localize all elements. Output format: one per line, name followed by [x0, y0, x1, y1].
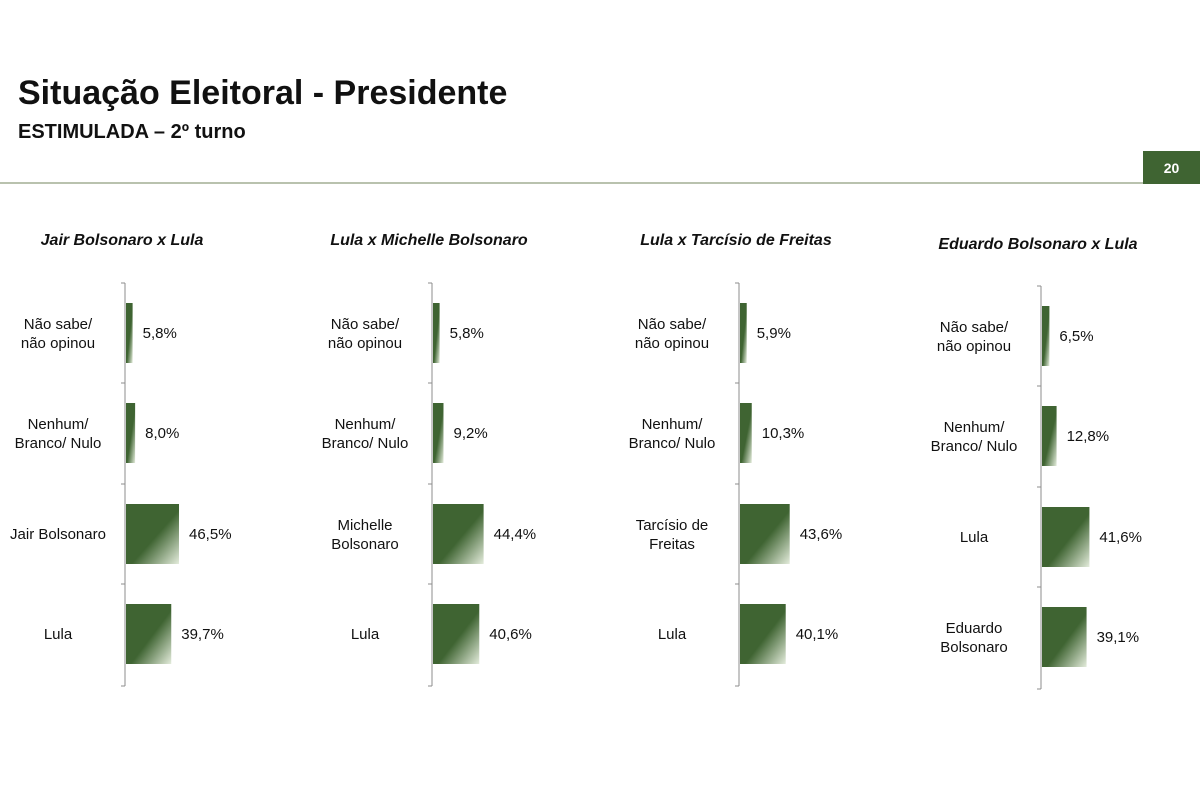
data-label: 44,4% [494, 526, 537, 543]
data-label: 39,1% [1097, 629, 1140, 646]
bar [433, 403, 444, 463]
bar [126, 504, 180, 564]
bar [126, 303, 133, 363]
chart-title: Lula x Tarcísio de Freitas [640, 232, 832, 249]
page-title: Situação Eleitoral - Presidente [18, 74, 508, 112]
bar [126, 403, 136, 463]
chart-svg: 5,9% Não sabe/não opinou 10,3% Nenhum/Branc… [629, 282, 843, 687]
bar [433, 504, 484, 564]
category-label: Eduardo Bolsonaro [940, 620, 1008, 656]
bar [740, 403, 752, 463]
category-label: Lula [44, 626, 73, 643]
bar [1042, 306, 1050, 366]
category-label: Lula [960, 529, 989, 546]
bar [1042, 507, 1090, 567]
bar [1042, 406, 1057, 466]
category-label: Nenhum/Branco/ Nulo [931, 419, 1018, 455]
category-label: Michelle Bolsonaro [331, 517, 399, 553]
header-divider [0, 182, 1143, 184]
data-label: 12,8% [1067, 428, 1110, 445]
category-label: Não sabe/não opinou [937, 319, 1011, 355]
bar [433, 303, 440, 363]
page-number-badge: 20 [1143, 151, 1200, 184]
data-label: 6,5% [1059, 328, 1093, 345]
bar [433, 604, 480, 664]
chart-panel-2: Lula x Michelle Bolsonaro 5,8% Não sabe/n… [309, 0, 609, 800]
data-label: 8,0% [145, 425, 179, 442]
chart-svg: 6,5% Não sabe/não opinou 12,8% Nenhum/Branc… [931, 285, 1142, 690]
bar [740, 303, 747, 363]
category-label: Não sabe/não opinou [21, 316, 95, 352]
category-label: Lula [658, 626, 687, 643]
bar [126, 604, 172, 664]
data-label: 39,7% [181, 626, 224, 643]
data-label: 43,6% [800, 526, 843, 543]
chart-title: Eduardo Bolsonaro x Lula [938, 236, 1138, 253]
bar [1042, 607, 1087, 667]
category-label: Jair Bolsonaro [10, 526, 106, 543]
data-label: 5,8% [143, 325, 177, 342]
chart-title: Jair Bolsonaro x Lula [40, 232, 204, 249]
data-label: 5,9% [757, 325, 791, 342]
category-label: Nenhum/Branco/ Nulo [629, 416, 716, 452]
category-label: Nenhum/Branco/ Nulo [322, 416, 409, 452]
data-label: 40,1% [796, 626, 839, 643]
data-label: 5,8% [450, 325, 484, 342]
chart-panel-4: Eduardo Bolsonaro x Lula 6,5% Não sabe/nã… [918, 0, 1200, 800]
category-label: Tarcísio de Freitas [636, 517, 709, 553]
category-label: Nenhum/Branco/ Nulo [15, 416, 102, 452]
page-subtitle: ESTIMULADA – 2º turno [18, 121, 246, 143]
data-label: 40,6% [489, 626, 532, 643]
bar [740, 504, 790, 564]
data-label: 46,5% [189, 526, 232, 543]
data-label: 9,2% [453, 425, 487, 442]
chart-svg: 5,8% Não sabe/não opinou 8,0% Nenhum/Branco… [10, 282, 232, 687]
data-label: 41,6% [1099, 529, 1142, 546]
chart-svg: 5,8% Não sabe/não opinou 9,2% Nenhum/Branco… [322, 282, 537, 687]
chart-title: Lula x Michelle Bolsonaro [330, 232, 528, 249]
bar [740, 604, 786, 664]
chart-panel-3: Lula x Tarcísio de Freitas 5,9% Não sabe/… [616, 0, 916, 800]
chart-panel-1: Jair Bolsonaro x Lula 5,8% Não sabe/não o… [2, 0, 302, 800]
category-label: Não sabe/não opinou [328, 316, 402, 352]
data-label: 10,3% [762, 425, 805, 442]
category-label: Não sabe/não opinou [635, 316, 709, 352]
category-label: Lula [351, 626, 380, 643]
